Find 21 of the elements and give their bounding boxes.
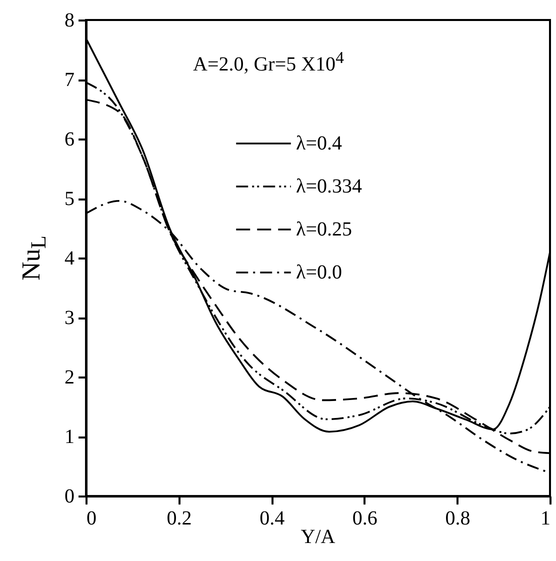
y-tick-label: 3 [64, 307, 74, 329]
annotation: A=2.0, Gr=5 X10$^{4}$ [193, 48, 344, 77]
legend-label: λ=0.334 [296, 176, 362, 198]
y-tick-label: 7 [64, 69, 74, 91]
y-tick-label: 5 [64, 188, 74, 210]
legend-label: λ=0.25 [296, 218, 352, 240]
y-tick-label: 4 [64, 248, 74, 270]
x-tick-label: 0.8 [445, 508, 470, 530]
x-tick-label: 0.4 [260, 508, 285, 530]
x-axis-title: Y/A [300, 526, 336, 549]
x-tick-label: 0.6 [352, 508, 378, 530]
y-tick-label: 6 [64, 128, 74, 150]
y-tick-label: 2 [64, 366, 74, 388]
y-tick-label: 8 [64, 10, 74, 32]
y-tick-label: 0 [64, 486, 74, 508]
x-tick-label: 1 [540, 508, 550, 530]
legend-label: λ=0.0 [296, 262, 342, 284]
legend-label: λ=0.4 [296, 132, 342, 154]
x-tick-label: 0.2 [166, 508, 192, 530]
x-tick-label: 0 [86, 508, 96, 530]
y-tick-label: 1 [64, 426, 74, 448]
